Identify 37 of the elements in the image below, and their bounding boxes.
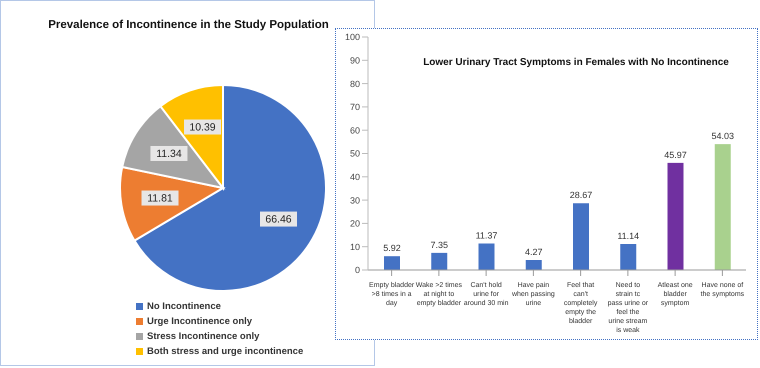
y-tick-label: 40 xyxy=(350,172,360,182)
bar xyxy=(384,256,400,270)
y-tick-label: 80 xyxy=(350,78,360,89)
bar xyxy=(478,244,494,270)
legend-label: Urge Incontinence only xyxy=(147,316,252,327)
data-label: 66.46 xyxy=(265,214,292,226)
y-tick-label: 60 xyxy=(350,125,360,136)
bar xyxy=(620,244,636,270)
legend-label: No Incontinence xyxy=(147,301,221,312)
y-tick-label: 30 xyxy=(350,195,360,206)
y-tick-label: 0 xyxy=(354,265,360,276)
legend-label: Both stress and urge incontinence xyxy=(147,346,304,357)
bar xyxy=(526,260,542,270)
data-label: 11.14 xyxy=(617,231,640,242)
data-label: 45.97 xyxy=(664,150,687,160)
bar xyxy=(668,162,684,270)
y-tick-label: 100 xyxy=(344,32,360,42)
y-tick-label: 10 xyxy=(350,242,360,252)
data-label: 10.39 xyxy=(189,122,216,134)
bar xyxy=(714,144,731,270)
data-label: 54.03 xyxy=(711,131,734,142)
legend-label: Stress Incontinence only xyxy=(147,331,260,342)
y-tick-label: 90 xyxy=(350,55,360,66)
bar xyxy=(573,203,589,270)
data-label: 11.37 xyxy=(476,230,498,241)
text: Lower Urinary Tract Symptoms in Females with No Incontinence xyxy=(422,57,730,68)
data-label: 5.92 xyxy=(383,243,401,254)
chart-title: Prevalence of Incontinence in the Study Population xyxy=(47,19,330,31)
data-label: 11.34 xyxy=(156,148,182,160)
y-tick-label: 50 xyxy=(350,148,360,159)
bar xyxy=(431,252,448,270)
data-label: 4.27 xyxy=(524,247,543,258)
data-label: 7.35 xyxy=(430,240,448,250)
data-label: 28.67 xyxy=(570,190,592,200)
y-tick-label: 70 xyxy=(350,102,360,112)
data-label: 11.81 xyxy=(147,192,173,205)
y-tick-label: 20 xyxy=(350,218,360,229)
